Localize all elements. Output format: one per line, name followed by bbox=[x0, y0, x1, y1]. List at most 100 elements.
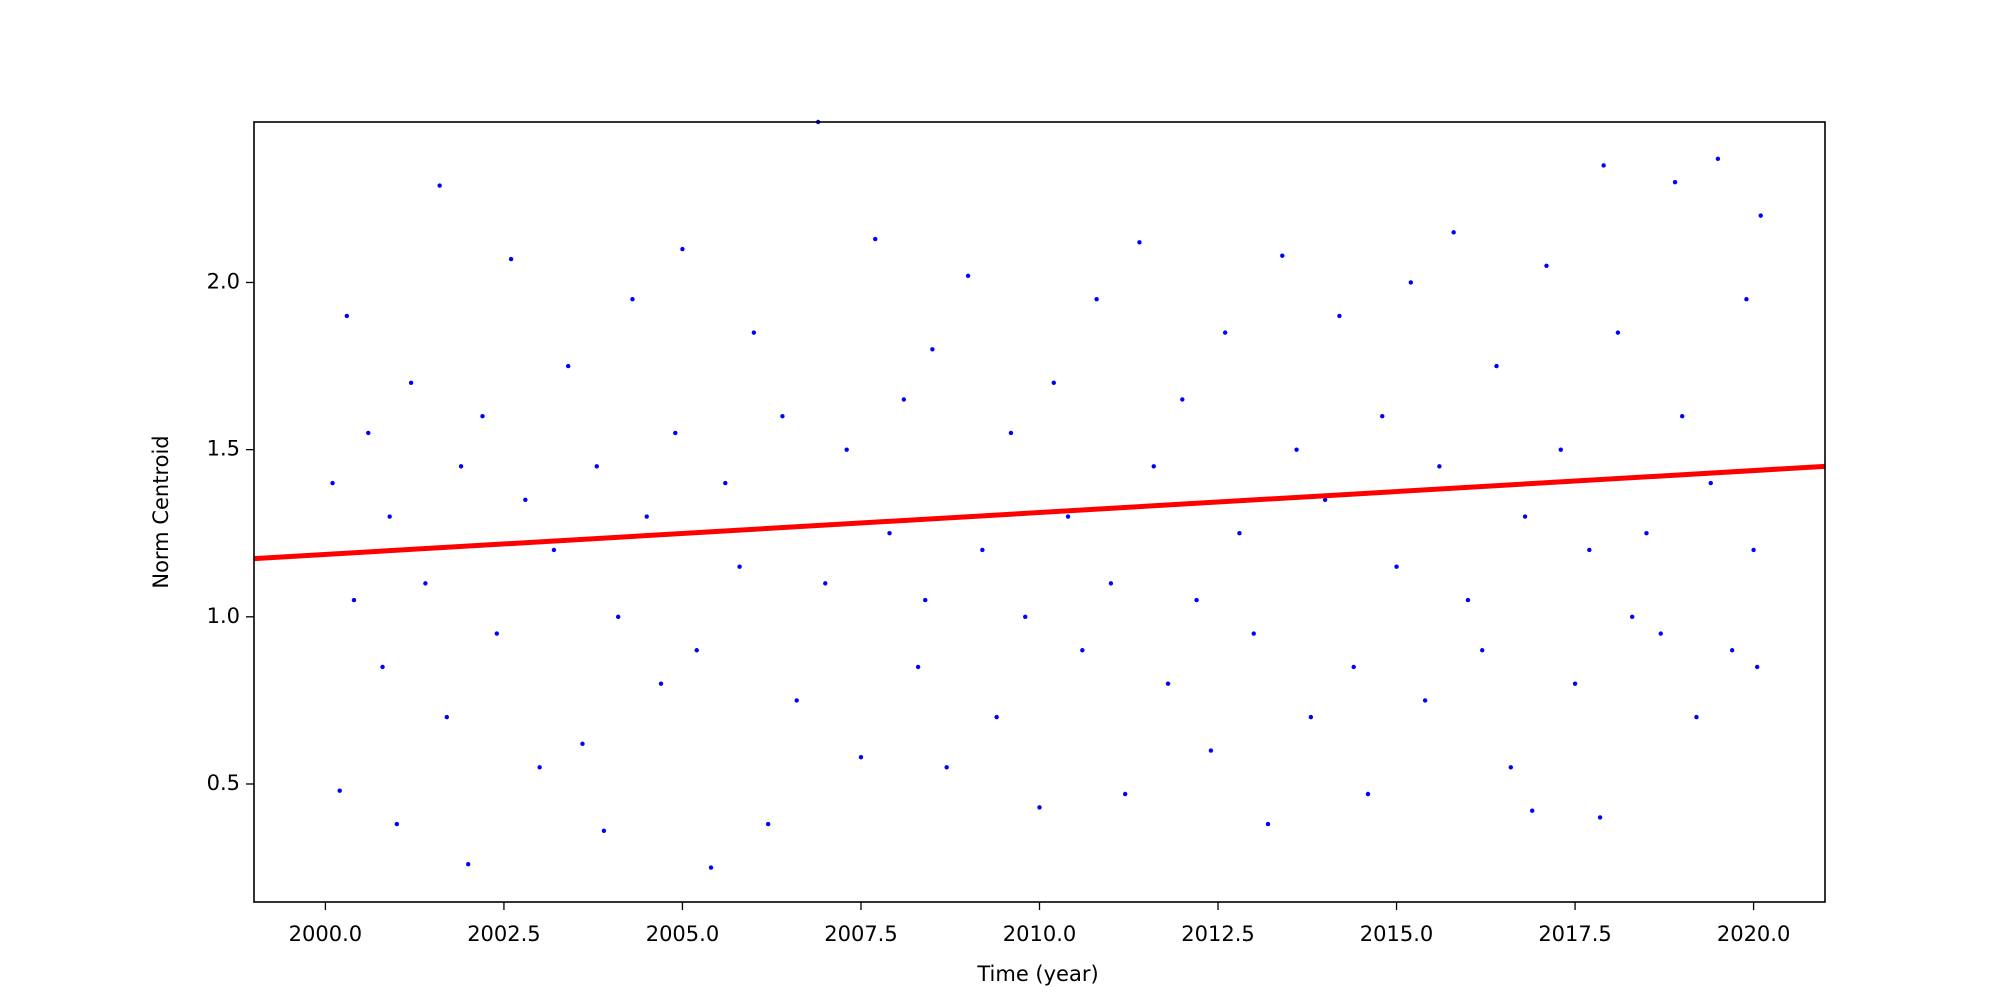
point bbox=[1422, 698, 1428, 703]
point bbox=[780, 414, 785, 419]
point bbox=[708, 865, 714, 870]
point bbox=[1351, 664, 1356, 670]
point bbox=[1587, 547, 1592, 553]
point bbox=[1137, 240, 1142, 245]
point bbox=[965, 273, 971, 278]
point bbox=[458, 464, 464, 469]
point bbox=[1508, 765, 1514, 770]
point bbox=[1408, 280, 1414, 285]
point bbox=[494, 631, 499, 636]
point bbox=[673, 430, 678, 436]
point bbox=[1151, 464, 1156, 469]
y-tick-label: 2.0 bbox=[207, 269, 240, 293]
point bbox=[887, 531, 892, 536]
point bbox=[508, 256, 514, 262]
y-tick-label: 1.0 bbox=[207, 604, 240, 628]
point bbox=[1122, 791, 1128, 797]
point bbox=[1522, 514, 1528, 519]
point bbox=[844, 447, 849, 452]
point bbox=[1729, 648, 1735, 653]
point bbox=[1572, 681, 1578, 686]
point bbox=[737, 564, 742, 569]
point bbox=[1451, 230, 1456, 235]
point bbox=[566, 363, 571, 369]
x-tick-label: 2017.5 bbox=[1538, 922, 1611, 946]
point bbox=[980, 547, 985, 553]
point bbox=[1094, 296, 1099, 302]
point bbox=[594, 464, 599, 469]
point bbox=[1380, 414, 1385, 419]
point bbox=[644, 514, 649, 519]
point bbox=[337, 788, 342, 793]
x-tick-label: 2015.0 bbox=[1360, 922, 1433, 946]
point bbox=[423, 581, 428, 586]
point bbox=[1658, 631, 1663, 636]
point bbox=[387, 514, 392, 519]
point bbox=[858, 755, 864, 760]
point bbox=[1308, 714, 1314, 720]
y-axis-label: Norm Centroid bbox=[149, 435, 173, 588]
point bbox=[394, 821, 400, 827]
x-tick-label: 2007.5 bbox=[824, 922, 897, 946]
point bbox=[1208, 748, 1214, 753]
point bbox=[1065, 514, 1071, 519]
point bbox=[765, 821, 771, 827]
point bbox=[1615, 330, 1621, 335]
point bbox=[1597, 815, 1603, 820]
point bbox=[1480, 648, 1485, 653]
point bbox=[1180, 397, 1185, 402]
point bbox=[923, 597, 928, 603]
point bbox=[1754, 664, 1760, 670]
y-tick-label: 0.5 bbox=[207, 771, 240, 795]
point bbox=[1265, 821, 1271, 827]
point bbox=[1165, 681, 1171, 686]
point bbox=[1694, 714, 1699, 720]
point bbox=[1037, 805, 1042, 810]
point bbox=[1544, 263, 1549, 268]
point bbox=[994, 714, 999, 720]
point bbox=[523, 497, 528, 502]
point bbox=[751, 330, 757, 335]
x-tick-label: 2020.0 bbox=[1717, 922, 1790, 946]
point bbox=[944, 765, 949, 770]
point bbox=[1337, 313, 1342, 319]
point bbox=[1023, 614, 1028, 620]
point bbox=[330, 480, 335, 486]
point bbox=[601, 828, 607, 833]
point bbox=[1715, 156, 1721, 161]
point bbox=[1280, 253, 1285, 258]
trend-line bbox=[253, 463, 1826, 562]
point bbox=[366, 430, 371, 436]
x-tick-label: 2002.5 bbox=[467, 922, 540, 946]
point bbox=[480, 414, 485, 419]
point bbox=[630, 296, 635, 302]
y-tick-label: 1.5 bbox=[207, 437, 240, 461]
point bbox=[1744, 296, 1749, 302]
point bbox=[930, 347, 935, 352]
point bbox=[1494, 363, 1499, 369]
point bbox=[823, 581, 828, 586]
point bbox=[408, 380, 414, 385]
point bbox=[1008, 430, 1014, 436]
point bbox=[437, 183, 442, 188]
point bbox=[1294, 447, 1299, 452]
point bbox=[1530, 808, 1535, 813]
point bbox=[351, 597, 357, 603]
point bbox=[1051, 380, 1056, 385]
point bbox=[1251, 631, 1256, 636]
plot-frame bbox=[253, 121, 1826, 903]
point bbox=[580, 741, 585, 747]
point bbox=[915, 664, 921, 670]
point bbox=[444, 714, 450, 720]
point bbox=[1644, 531, 1649, 536]
point bbox=[1437, 464, 1442, 469]
point bbox=[1237, 531, 1242, 536]
point bbox=[466, 862, 471, 867]
point bbox=[1601, 163, 1606, 168]
point bbox=[1708, 480, 1713, 486]
point bbox=[1394, 564, 1399, 569]
point bbox=[1679, 414, 1685, 419]
point bbox=[794, 698, 799, 703]
point bbox=[1758, 213, 1763, 218]
